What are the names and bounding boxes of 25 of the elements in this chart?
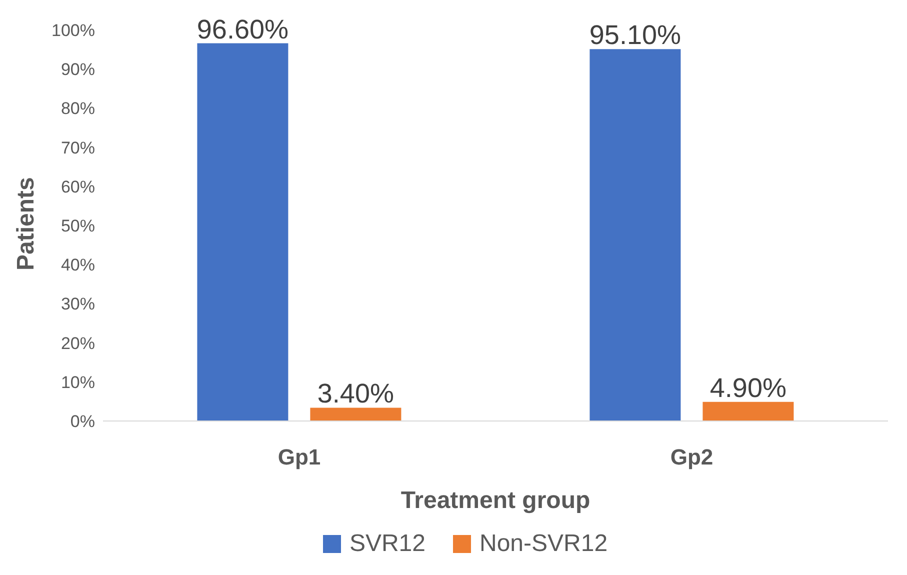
legend-label: SVR12: [349, 530, 426, 558]
data-label: 3.40%: [317, 378, 394, 409]
legend-label: Non-SVR12: [479, 530, 608, 558]
data-label: 4.90%: [710, 372, 786, 403]
x-tick-label: Gp2: [670, 444, 714, 470]
x-axis-title: Treatment group: [400, 487, 590, 514]
y-tick-label: 70%: [60, 138, 95, 158]
y-tick-label: 10%: [60, 372, 95, 392]
y-axis-title: Patients: [12, 177, 40, 270]
y-tick-label: 0%: [70, 412, 95, 432]
data-label: 95.10%: [589, 20, 681, 50]
y-tick-label: 40%: [60, 256, 95, 275]
y-tick-label: 60%: [60, 177, 95, 196]
y-tick-label: 50%: [60, 216, 95, 236]
x-tick-label: Gp1: [278, 444, 321, 470]
data-label: 96.60%: [196, 14, 288, 44]
y-tick-label: 80%: [60, 99, 95, 118]
bar: [702, 402, 794, 421]
y-tick-label: 30%: [60, 294, 95, 314]
y-tick-label: 100%: [52, 21, 95, 40]
bar: [590, 49, 681, 421]
y-tick-label: 90%: [60, 60, 95, 80]
bar: [310, 408, 402, 421]
bar: [197, 43, 288, 421]
y-tick-label: 20%: [60, 334, 95, 353]
